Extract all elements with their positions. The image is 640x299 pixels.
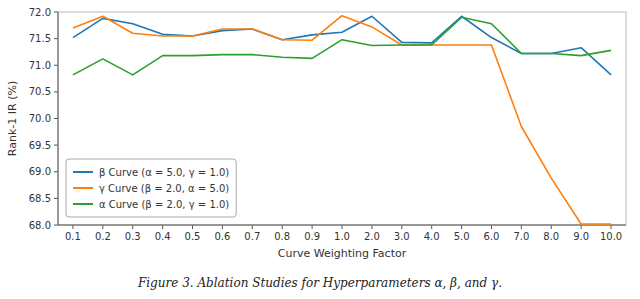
legend-label: β Curve (α = 5.0, γ = 1.0): [99, 167, 229, 178]
x-tick-label: 0.2: [95, 231, 111, 242]
x-tick: [342, 225, 343, 229]
y-tick-label: 70.5: [29, 86, 51, 97]
x-tick-label: 0.6: [214, 231, 230, 242]
y-tick: [54, 225, 58, 226]
legend-label: γ Curve (β = 2.0, α = 5.0): [99, 183, 229, 194]
x-tick: [72, 225, 73, 229]
y-tick-label: 68.0: [29, 220, 51, 231]
series-line: [73, 17, 611, 75]
x-tick-label: 1.0: [334, 231, 350, 242]
series-line: [73, 16, 611, 224]
legend-label: α Curve (β = 2.0, γ = 1.0): [99, 199, 229, 210]
y-tick: [54, 65, 58, 66]
y-tick: [54, 145, 58, 146]
x-tick: [312, 225, 313, 229]
x-tick-label: 0.5: [185, 231, 201, 242]
y-tick-label: 72.0: [29, 7, 51, 18]
x-tick-label: 5.0: [454, 231, 470, 242]
y-tick-label: 71.5: [29, 33, 51, 44]
x-axis: [58, 225, 626, 226]
x-tick: [282, 225, 283, 229]
y-tick: [54, 198, 58, 199]
x-tick: [551, 225, 552, 229]
legend-swatch: [73, 187, 93, 189]
x-tick-label: 0.8: [274, 231, 290, 242]
x-tick-label: 7.0: [513, 231, 529, 242]
x-tick: [192, 225, 193, 229]
y-tick-label: 68.5: [29, 193, 51, 204]
y-tick-label: 70.0: [29, 113, 51, 124]
x-tick-label: 0.7: [244, 231, 260, 242]
y-tick: [54, 38, 58, 39]
y-tick-label: 69.0: [29, 166, 51, 177]
x-tick-label: 10.0: [600, 231, 622, 242]
x-axis-label: Curve Weighting Factor: [278, 247, 407, 260]
x-tick: [611, 225, 612, 229]
chart: 68.0 68.5 69.0 69.5 70.0 70.5 71.0 71.5 72.0 0.1 0…: [0, 0, 640, 299]
legend-box: [66, 159, 236, 217]
x-tick: [521, 225, 522, 229]
legend-swatch: [73, 171, 93, 173]
x-tick-label: 0.1: [65, 231, 81, 242]
x-tick: [491, 225, 492, 229]
y-tick: [54, 91, 58, 92]
x-tick: [222, 225, 223, 229]
x-tick: [371, 225, 372, 229]
x-tick: [431, 225, 432, 229]
x-tick: [102, 225, 103, 229]
y-tick: [54, 12, 58, 13]
series-line: [73, 16, 611, 75]
x-tick: [132, 225, 133, 229]
x-tick-label: 9.0: [573, 231, 589, 242]
legend: β Curve (α = 5.0, γ = 1.0) γ Curve (β = 2…: [66, 159, 236, 217]
x-tick-label: 6.0: [484, 231, 500, 242]
series-group: [73, 16, 611, 224]
y-axis-label: Rank-1 IR (%): [6, 81, 19, 156]
y-tick-label: 69.5: [29, 140, 51, 151]
x-tick-label: 0.9: [304, 231, 320, 242]
x-tick: [461, 225, 462, 229]
legend-swatch: [73, 203, 93, 205]
y-axis: [58, 12, 59, 225]
x-tick: [252, 225, 253, 229]
x-tick-label: 4.0: [424, 231, 440, 242]
x-tick: [401, 225, 402, 229]
x-tick: [162, 225, 163, 229]
x-tick: [581, 225, 582, 229]
x-tick-label: 2.0: [364, 231, 380, 242]
y-tick: [54, 118, 58, 119]
x-tick-label: 0.3: [125, 231, 141, 242]
x-tick-label: 3.0: [394, 231, 410, 242]
y-tick-label: 71.0: [29, 60, 51, 71]
x-tick-label: 8.0: [543, 231, 559, 242]
y-tick: [54, 171, 58, 172]
caption: Figure 3. Ablation Studies for Hyperpara…: [137, 276, 502, 290]
plot-frame: [58, 12, 626, 225]
x-tick-label: 0.4: [155, 231, 171, 242]
